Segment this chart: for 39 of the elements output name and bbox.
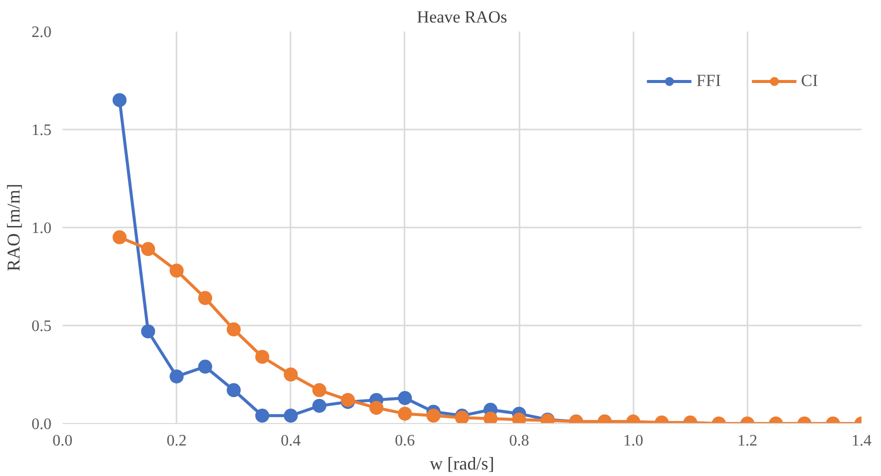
point xyxy=(170,264,184,278)
y-tick-label: 2.0 xyxy=(32,24,52,41)
point xyxy=(255,350,270,364)
x-tick-label: 1.2 xyxy=(737,432,758,450)
point xyxy=(198,291,212,306)
point xyxy=(284,368,298,382)
point xyxy=(398,391,412,406)
x-tick-label: 0.2 xyxy=(166,432,187,450)
point xyxy=(312,383,326,398)
x-tick-label: 1.0 xyxy=(623,432,644,450)
point xyxy=(484,412,498,424)
chart-title: Heave RAOs xyxy=(416,8,508,26)
x-tick-label: 0.8 xyxy=(509,432,530,450)
point xyxy=(312,398,326,413)
point xyxy=(426,408,440,423)
x-tick-label: 1.4 xyxy=(852,432,872,450)
point xyxy=(170,369,184,384)
point xyxy=(112,230,127,244)
legend-label: FFI xyxy=(696,71,721,91)
x-tick-label: 0.0 xyxy=(52,432,72,450)
y-tick-label: 1.0 xyxy=(32,220,52,237)
point xyxy=(141,324,156,338)
point xyxy=(398,406,412,421)
point xyxy=(112,93,127,108)
x-tick-label: 0.4 xyxy=(280,432,301,450)
y-axis-title: RAO [m/m] xyxy=(4,184,24,272)
y-tick-label: 1.5 xyxy=(32,122,52,139)
point xyxy=(226,322,241,336)
legend-label: CI xyxy=(801,71,819,91)
y-tick-label: 0.5 xyxy=(32,318,52,335)
point xyxy=(226,383,241,398)
y-tick-label: 0.0 xyxy=(32,416,52,433)
x-tick-label: 0.6 xyxy=(394,432,415,450)
point xyxy=(141,242,156,256)
point xyxy=(284,408,298,423)
point xyxy=(255,408,270,423)
x-axis-title: w [rad/s] xyxy=(430,454,494,474)
point xyxy=(369,400,384,415)
point xyxy=(198,360,212,374)
